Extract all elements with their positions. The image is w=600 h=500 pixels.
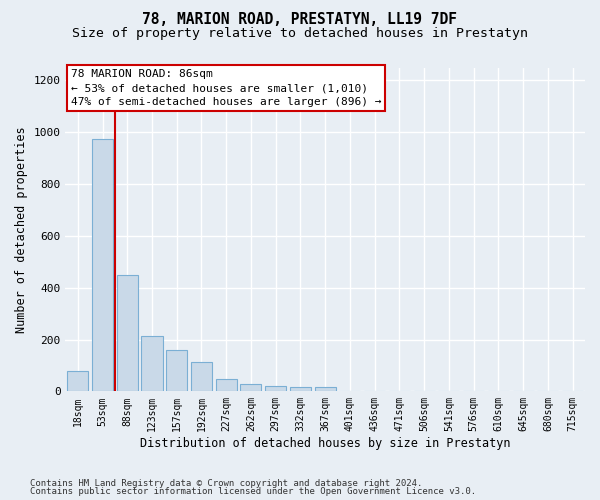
Bar (216, 379, 237, 392)
Bar (92, 138, 113, 392)
Bar (117, 275, 138, 392)
Bar (241, 384, 262, 392)
Text: Contains public sector information licensed under the Open Government Licence v3: Contains public sector information licen… (30, 487, 476, 496)
Bar (166, 350, 187, 392)
Bar (290, 388, 311, 392)
Bar (191, 362, 212, 392)
Text: 78, MARION ROAD, PRESTATYN, LL19 7DF: 78, MARION ROAD, PRESTATYN, LL19 7DF (143, 12, 458, 28)
Text: Size of property relative to detached houses in Prestatyn: Size of property relative to detached ho… (72, 28, 528, 40)
Bar (142, 336, 163, 392)
Bar (67, 370, 88, 392)
Text: Contains HM Land Registry data © Crown copyright and database right 2024.: Contains HM Land Registry data © Crown c… (30, 478, 422, 488)
Bar (265, 386, 286, 392)
X-axis label: Distribution of detached houses by size in Prestatyn: Distribution of detached houses by size … (140, 437, 511, 450)
Text: 78 MARION ROAD: 86sqm
← 53% of detached houses are smaller (1,010)
47% of semi-d: 78 MARION ROAD: 86sqm ← 53% of detached … (71, 69, 381, 107)
Y-axis label: Number of detached properties: Number of detached properties (15, 126, 28, 332)
Bar (314, 388, 336, 392)
